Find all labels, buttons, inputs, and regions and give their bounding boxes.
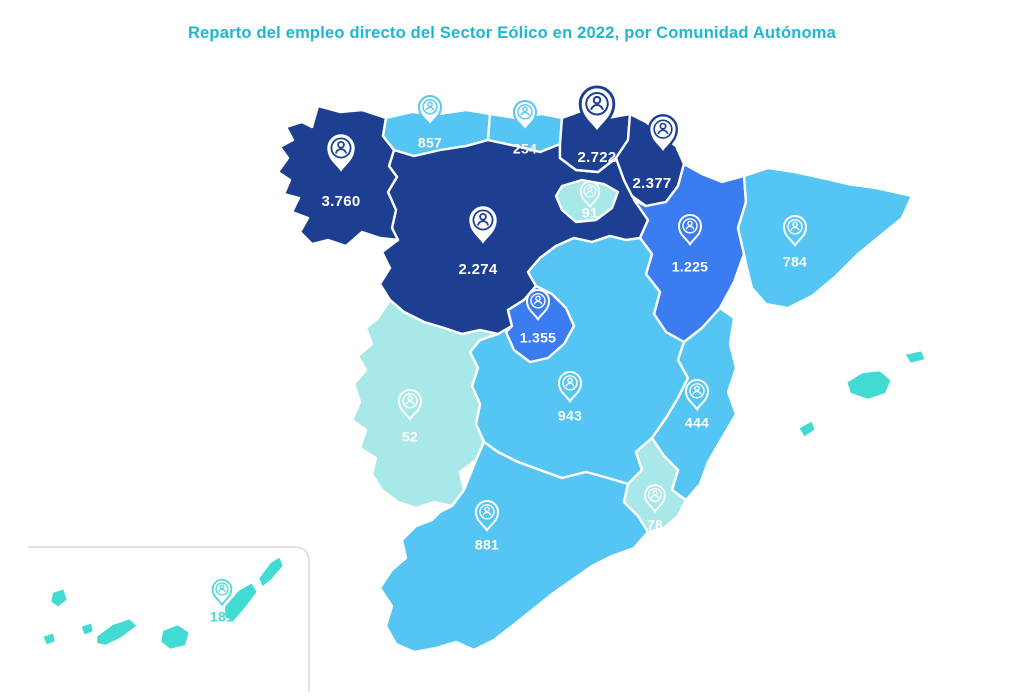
value-label-comunidad-valenciana: 444: [685, 415, 709, 431]
marker-pais-vasco: 2.722: [577, 85, 616, 166]
island-mallorca: [844, 368, 894, 402]
value-label-andalucia: 881: [475, 537, 499, 553]
value-label-extremadura: 52: [402, 429, 418, 445]
value-label-navarra: 2.377: [632, 175, 671, 192]
marker-madrid: 1.355: [520, 289, 557, 346]
page-title: Reparto del empleo directo del Sector Eó…: [187, 24, 837, 42]
region-galicia: [276, 104, 400, 248]
island-fuerteventura: [222, 580, 260, 624]
value-label-castilla-y-leon: 2.274: [458, 261, 497, 278]
marker-asturias: 857: [418, 95, 442, 151]
island-gran-canaria: [158, 622, 192, 652]
value-label-canarias: 181: [210, 609, 234, 625]
island-lanzarote: [256, 554, 286, 590]
region-canarias: [40, 554, 286, 652]
value-label-asturias: 857: [418, 135, 442, 151]
value-label-aragon: 1.225: [672, 259, 709, 275]
island-menorca: [902, 348, 928, 366]
region-madrid: [504, 284, 576, 364]
marker-aragon: 1.225: [672, 214, 709, 275]
island-el-hierro: [40, 630, 58, 648]
value-label-castilla-la-mancha: 943: [558, 408, 582, 424]
island-la-palma: [48, 586, 70, 610]
marker-comunidad-valenciana: 444: [685, 379, 709, 431]
marker-extremadura: 52: [398, 389, 422, 445]
island-ibiza: [796, 418, 818, 440]
marker-andalucia: 881: [475, 500, 499, 553]
marker-cataluna: 784: [783, 215, 807, 270]
island-tenerife: [94, 616, 140, 648]
marker-murcia: 78: [644, 484, 666, 533]
value-label-pais-vasco: 2.722: [577, 149, 616, 166]
marker-la-rioja: 91: [579, 180, 601, 221]
value-label-cataluna: 784: [783, 254, 807, 270]
canary-inset-border: [28, 546, 310, 692]
region-cataluna: [736, 166, 914, 310]
marker-navarra: 2.377: [632, 114, 678, 192]
value-label-murcia: 78: [647, 517, 663, 533]
region-islas-baleares: [796, 348, 928, 440]
value-label-la-rioja: 91: [582, 205, 598, 221]
value-label-madrid: 1.355: [520, 330, 557, 346]
marker-castilla-la-mancha: 943: [558, 371, 582, 424]
marker-cantabria: 254: [513, 100, 537, 157]
region-andalucia: [378, 440, 650, 654]
marker-canarias: 181: [210, 578, 234, 625]
value-label-cantabria: 254: [513, 141, 537, 157]
value-label-galicia: 3.760: [321, 193, 360, 210]
marker-castilla-y-leon: 2.274: [458, 203, 500, 278]
island-la-gomera: [78, 620, 96, 638]
marker-galicia: 3.760: [321, 131, 360, 210]
